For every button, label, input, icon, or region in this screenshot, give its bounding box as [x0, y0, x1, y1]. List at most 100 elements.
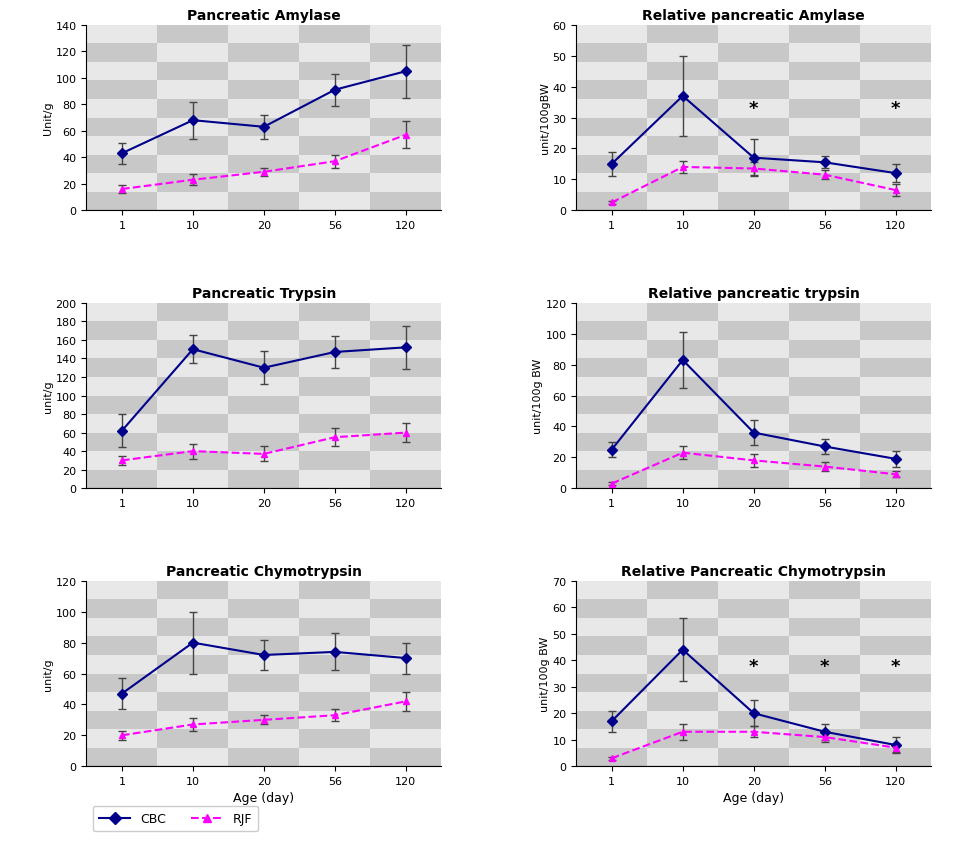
- Bar: [718, 304, 789, 322]
- Text: *: *: [891, 100, 900, 118]
- Bar: [647, 396, 718, 415]
- Bar: [157, 341, 228, 359]
- Bar: [647, 581, 718, 600]
- Bar: [789, 470, 860, 489]
- Bar: [157, 747, 228, 766]
- Bar: [718, 747, 789, 766]
- Title: Relative pancreatic Amylase: Relative pancreatic Amylase: [642, 9, 865, 23]
- Bar: [371, 637, 442, 655]
- Text: *: *: [749, 657, 758, 675]
- Bar: [718, 340, 789, 359]
- Bar: [576, 655, 647, 673]
- Bar: [647, 359, 718, 377]
- Bar: [647, 415, 718, 433]
- Bar: [718, 192, 789, 211]
- Bar: [86, 747, 157, 766]
- Bar: [228, 118, 300, 137]
- Bar: [860, 618, 931, 637]
- Bar: [86, 415, 157, 433]
- Bar: [860, 322, 931, 340]
- Bar: [860, 396, 931, 415]
- Bar: [371, 304, 442, 322]
- Bar: [371, 451, 442, 470]
- Bar: [86, 599, 157, 618]
- Bar: [300, 618, 371, 637]
- Bar: [86, 118, 157, 137]
- Bar: [576, 729, 647, 747]
- Bar: [860, 729, 931, 747]
- Bar: [718, 137, 789, 155]
- Bar: [157, 359, 228, 377]
- Bar: [718, 415, 789, 433]
- Bar: [647, 100, 718, 118]
- Y-axis label: unit/g: unit/g: [43, 658, 53, 690]
- Bar: [860, 377, 931, 396]
- Bar: [860, 340, 931, 359]
- Bar: [718, 451, 789, 470]
- Bar: [647, 81, 718, 100]
- Bar: [300, 137, 371, 155]
- Bar: [860, 137, 931, 155]
- Bar: [860, 674, 931, 692]
- Bar: [860, 433, 931, 451]
- Bar: [647, 44, 718, 63]
- Bar: [576, 359, 647, 377]
- Bar: [789, 192, 860, 211]
- Bar: [789, 655, 860, 673]
- Bar: [718, 44, 789, 63]
- Bar: [157, 322, 228, 340]
- Bar: [300, 470, 371, 489]
- Bar: [576, 63, 647, 81]
- Bar: [647, 118, 718, 137]
- Bar: [860, 100, 931, 118]
- Bar: [647, 26, 718, 44]
- Bar: [860, 600, 931, 618]
- Bar: [228, 415, 300, 433]
- Y-axis label: unit/g: unit/g: [43, 380, 53, 412]
- Bar: [228, 137, 300, 155]
- Bar: [576, 674, 647, 692]
- Bar: [576, 396, 647, 415]
- Bar: [647, 174, 718, 192]
- Bar: [300, 674, 371, 692]
- Bar: [86, 637, 157, 655]
- Bar: [371, 81, 442, 100]
- Bar: [300, 599, 371, 618]
- Y-axis label: unit/100gBW: unit/100gBW: [540, 83, 550, 154]
- Bar: [576, 451, 647, 470]
- Bar: [860, 26, 931, 44]
- Bar: [228, 729, 300, 747]
- X-axis label: Age (day): Age (day): [723, 791, 784, 804]
- Bar: [86, 155, 157, 174]
- Bar: [157, 581, 228, 600]
- X-axis label: Age (day): Age (day): [233, 791, 295, 804]
- Bar: [86, 581, 157, 600]
- Bar: [86, 63, 157, 81]
- Bar: [647, 137, 718, 155]
- Bar: [371, 137, 442, 155]
- Bar: [86, 396, 157, 415]
- Bar: [86, 359, 157, 377]
- Bar: [576, 174, 647, 192]
- Bar: [228, 63, 300, 81]
- Bar: [157, 26, 228, 44]
- Bar: [86, 26, 157, 44]
- Bar: [789, 26, 860, 44]
- Bar: [789, 174, 860, 192]
- Bar: [647, 304, 718, 322]
- Bar: [228, 359, 300, 377]
- Bar: [157, 692, 228, 711]
- Bar: [860, 174, 931, 192]
- Bar: [718, 155, 789, 174]
- Bar: [86, 470, 157, 489]
- Bar: [647, 655, 718, 673]
- Bar: [86, 674, 157, 692]
- Bar: [157, 81, 228, 100]
- Bar: [86, 341, 157, 359]
- Bar: [371, 155, 442, 174]
- Bar: [576, 600, 647, 618]
- Bar: [647, 340, 718, 359]
- Bar: [300, 433, 371, 451]
- Title: Pancreatic Trypsin: Pancreatic Trypsin: [192, 287, 336, 301]
- Bar: [789, 100, 860, 118]
